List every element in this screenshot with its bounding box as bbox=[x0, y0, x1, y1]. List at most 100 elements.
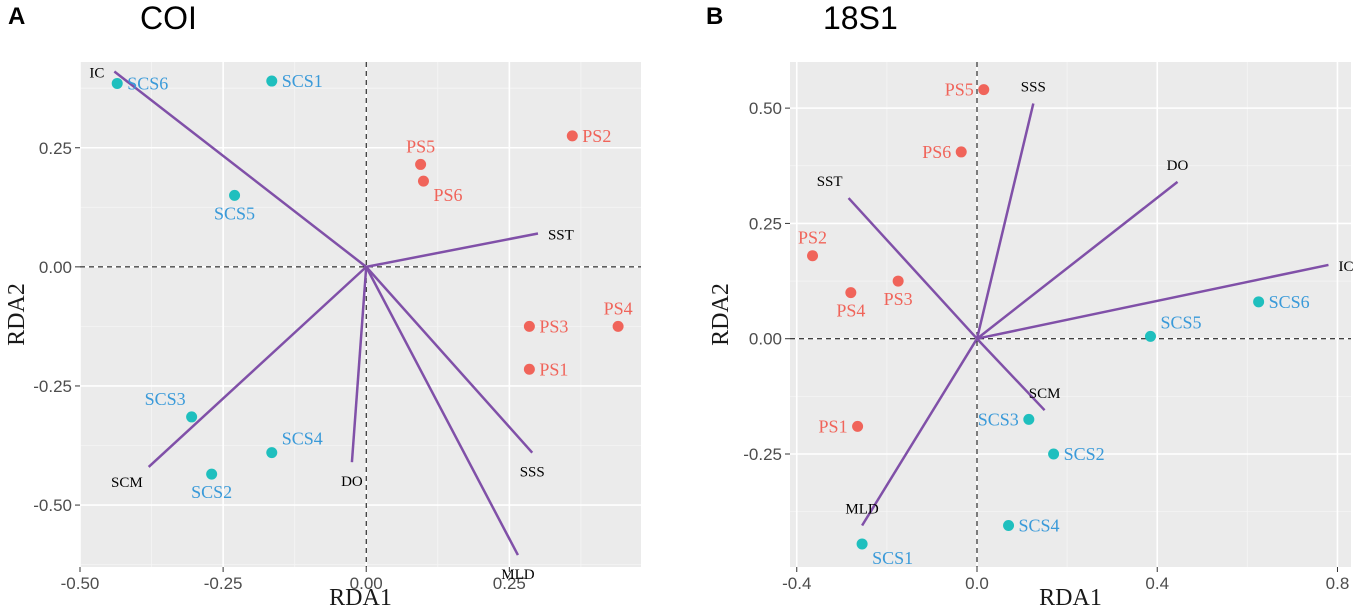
x-tick-label: 0.00 bbox=[350, 574, 383, 593]
point-scs5 bbox=[1144, 330, 1156, 342]
plot-background bbox=[80, 62, 641, 567]
y-tick-label: 0.00 bbox=[39, 258, 72, 277]
x-tick-label: 0.8 bbox=[1326, 574, 1350, 593]
point-label: SCS1 bbox=[282, 71, 323, 91]
point-label: PS3 bbox=[539, 316, 568, 336]
point-ps1 bbox=[852, 420, 864, 432]
vector-label: IC bbox=[89, 66, 104, 82]
vector-ic bbox=[113, 70, 367, 268]
point-scs2 bbox=[206, 468, 218, 480]
point-ps5 bbox=[415, 158, 427, 170]
point-label: PS4 bbox=[604, 298, 633, 318]
point-scs1 bbox=[266, 75, 278, 87]
point-label: SCS3 bbox=[145, 389, 186, 409]
point-label: PS6 bbox=[922, 142, 951, 162]
point-ps4 bbox=[845, 287, 857, 299]
plot-background bbox=[790, 62, 1351, 567]
chart-title: 18S1 bbox=[823, 0, 898, 36]
y-tick-label: -0.25 bbox=[33, 377, 72, 396]
x-tick-label: 0.4 bbox=[1145, 574, 1169, 593]
vector-label: MLD bbox=[845, 501, 879, 517]
point-scs4 bbox=[266, 447, 278, 459]
point-ps2 bbox=[807, 250, 819, 262]
vector-label: SSS bbox=[520, 465, 545, 481]
point-label: PS1 bbox=[539, 359, 568, 379]
point-scs2 bbox=[1048, 448, 1060, 460]
point-ps6 bbox=[417, 175, 429, 187]
y-tick-label: 0.25 bbox=[39, 139, 72, 158]
y-axis-label: RDA2 bbox=[4, 283, 30, 346]
point-ps4 bbox=[612, 320, 624, 332]
point-label: SCS4 bbox=[282, 429, 323, 449]
x-tick-label: -0.4 bbox=[782, 574, 811, 593]
y-tick-label: 0.00 bbox=[749, 330, 782, 349]
panel-a: A COI -0.50 -0.25 0.00 0.25 -0.50 -0.25 0.00 0.… bbox=[0, 0, 676, 611]
vector-label: IC bbox=[1338, 259, 1353, 275]
panel-letter: B bbox=[706, 3, 723, 30]
y-tick-label: -0.25 bbox=[743, 445, 782, 464]
point-label: SCS2 bbox=[191, 482, 232, 502]
point-ps5 bbox=[978, 84, 990, 96]
point-label: SCS6 bbox=[127, 73, 168, 93]
y-axis-label: RDA2 bbox=[708, 283, 734, 346]
point-label: PS6 bbox=[433, 185, 462, 205]
panel-letter: A bbox=[8, 3, 25, 30]
vector-do bbox=[350, 266, 368, 463]
point-scs5 bbox=[229, 189, 241, 201]
vector-mld bbox=[861, 338, 979, 527]
point-scs1 bbox=[856, 538, 868, 550]
point-scs6 bbox=[111, 77, 123, 89]
y-tick-label: -0.50 bbox=[33, 496, 72, 515]
vector-label: SCM bbox=[111, 475, 143, 491]
vector-sss bbox=[975, 103, 1035, 340]
y-tick-label: 0.50 bbox=[749, 99, 782, 118]
point-ps3 bbox=[892, 275, 904, 287]
vector-sss bbox=[365, 266, 534, 454]
point-scs4 bbox=[1003, 519, 1015, 531]
point-label: PS3 bbox=[884, 289, 913, 309]
vector-scm bbox=[147, 265, 368, 468]
x-tick-label: -0.50 bbox=[61, 574, 100, 593]
vector-ic bbox=[976, 263, 1329, 340]
x-tick-label: 0.0 bbox=[965, 574, 989, 593]
chart-title: COI bbox=[140, 0, 197, 36]
vector-mld bbox=[365, 266, 520, 556]
vector-label: SCM bbox=[1029, 386, 1061, 402]
vector-label: MLD bbox=[501, 567, 535, 583]
point-scs3 bbox=[1023, 413, 1035, 425]
point-label: PS2 bbox=[582, 126, 611, 146]
x-axis-label: RDA1 bbox=[1039, 585, 1102, 611]
rda-plot-coi: A COI -0.50 -0.25 0.00 0.25 -0.50 -0.25 0.00 0.… bbox=[4, 0, 641, 611]
point-label: PS5 bbox=[406, 136, 435, 156]
vector-do bbox=[976, 180, 1179, 340]
point-ps3 bbox=[523, 320, 535, 332]
x-tick-label: 0.25 bbox=[493, 574, 526, 593]
rda-plot-18s1: B 18S1 -0.4 0.0 0.4 0.8 -0.25 0.00 0.25 0.50 SSS… bbox=[706, 0, 1353, 611]
point-label: SCS2 bbox=[1064, 444, 1105, 464]
point-ps1 bbox=[523, 363, 535, 375]
x-tick-label: -0.25 bbox=[204, 574, 243, 593]
point-scs6 bbox=[1253, 296, 1265, 308]
point-scs3 bbox=[186, 411, 198, 423]
point-label: SCS5 bbox=[1160, 312, 1201, 332]
panel-b: B 18S1 -0.4 0.0 0.4 0.8 -0.25 0.00 0.25 0.50 SSS… bbox=[700, 0, 1353, 611]
point-ps2 bbox=[566, 130, 578, 142]
vector-label: SST bbox=[548, 228, 574, 244]
point-label: SCS4 bbox=[1019, 515, 1060, 535]
y-tick-label: 0.25 bbox=[749, 214, 782, 233]
vector-sst bbox=[847, 197, 978, 340]
vector-sst bbox=[365, 232, 539, 269]
vector-label: SST bbox=[817, 174, 843, 190]
point-label: PS1 bbox=[819, 416, 848, 436]
vector-label: DO bbox=[1167, 158, 1189, 174]
point-label: SCS6 bbox=[1269, 292, 1310, 312]
point-label: SCS3 bbox=[978, 409, 1019, 429]
point-label: PS5 bbox=[945, 80, 974, 100]
vector-label: SSS bbox=[1021, 80, 1046, 96]
point-label: PS4 bbox=[836, 301, 865, 321]
point-ps6 bbox=[955, 146, 967, 158]
point-label: SCS1 bbox=[872, 548, 913, 568]
point-label: SCS5 bbox=[214, 203, 255, 223]
vector-label: DO bbox=[341, 474, 363, 490]
x-axis-label: RDA1 bbox=[329, 585, 392, 611]
